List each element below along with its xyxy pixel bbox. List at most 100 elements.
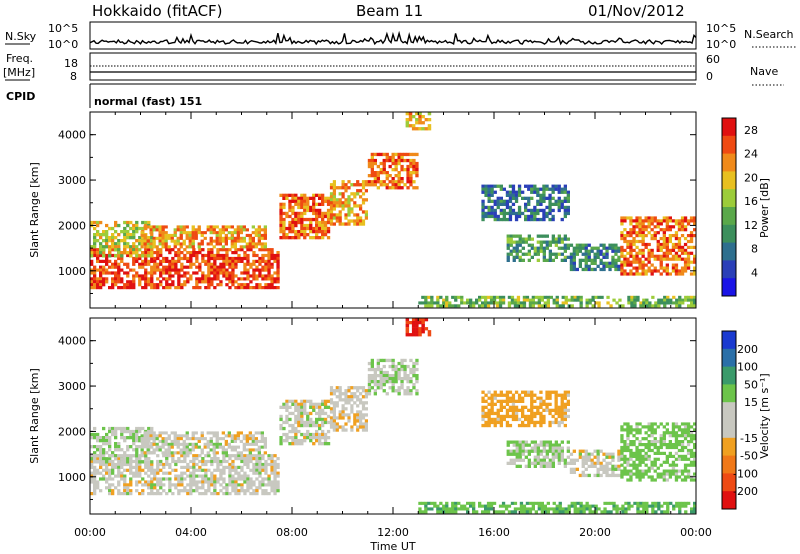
data-cell xyxy=(489,295,494,299)
data-cell xyxy=(180,465,184,469)
data-cell xyxy=(505,217,510,222)
data-cell xyxy=(596,455,600,459)
data-cell xyxy=(312,402,316,406)
data-cell xyxy=(689,239,694,244)
data-cell xyxy=(189,483,193,487)
data-cell xyxy=(129,245,133,249)
data-cell xyxy=(102,462,106,467)
data-cell xyxy=(653,460,657,464)
data-cell xyxy=(138,242,142,246)
data-cell xyxy=(382,364,386,369)
data-cell xyxy=(626,457,630,461)
data-cell xyxy=(338,416,342,420)
data-cell xyxy=(99,233,103,237)
data-cell xyxy=(224,448,228,452)
data-cell xyxy=(659,222,663,226)
data-cell xyxy=(421,127,425,131)
data-cell xyxy=(647,448,651,453)
data-cell xyxy=(539,405,543,409)
data-cell xyxy=(487,205,491,210)
data-cell xyxy=(603,510,607,514)
data-cell xyxy=(671,428,676,432)
data-cell xyxy=(249,265,253,269)
data-cell xyxy=(493,211,497,216)
data-cell xyxy=(144,220,148,225)
data-cell xyxy=(566,393,570,397)
data-cell xyxy=(680,422,685,426)
data-cell xyxy=(641,242,645,247)
data-cell xyxy=(209,442,213,446)
data-cell xyxy=(249,262,253,266)
data-cell xyxy=(347,213,351,217)
data-cell xyxy=(528,507,533,511)
data-cell xyxy=(332,189,336,193)
data-cell xyxy=(156,477,160,481)
data-cell xyxy=(353,422,357,426)
data-cell xyxy=(602,458,606,462)
data-cell xyxy=(677,245,682,249)
data-cell xyxy=(539,420,543,425)
data-cell xyxy=(370,161,374,166)
data-cell xyxy=(397,161,401,166)
data-cell xyxy=(123,251,127,255)
data-cell xyxy=(650,428,654,432)
data-cell xyxy=(493,199,497,203)
data-cell xyxy=(436,507,440,511)
data-cell xyxy=(359,219,363,223)
data-cell xyxy=(138,436,142,440)
data-cell xyxy=(361,401,366,405)
data-cell xyxy=(234,483,238,487)
data-cell xyxy=(557,190,561,194)
data-cell xyxy=(659,451,663,455)
data-cell xyxy=(167,434,171,438)
data-cell xyxy=(620,245,624,249)
data-cell xyxy=(487,211,491,216)
data-cell xyxy=(530,417,534,422)
data-cell xyxy=(93,432,97,437)
data-cell xyxy=(536,246,540,250)
data-cell xyxy=(270,459,274,464)
data-cell xyxy=(674,251,679,255)
data-cell xyxy=(629,269,633,273)
data-cell xyxy=(421,510,425,514)
data-cell xyxy=(264,489,268,493)
data-cell xyxy=(665,457,669,461)
data-cell xyxy=(608,455,612,459)
data-cell xyxy=(662,431,666,435)
data-cell xyxy=(515,452,519,456)
data-cell xyxy=(668,472,672,476)
data-cell xyxy=(563,196,567,200)
data-cell xyxy=(648,301,652,305)
data-cell xyxy=(498,504,503,508)
data-cell xyxy=(554,420,558,425)
data-cell xyxy=(156,480,160,484)
data-cell xyxy=(510,301,515,305)
data-cell xyxy=(552,510,556,514)
data-cell xyxy=(306,399,310,403)
data-cell xyxy=(252,454,256,458)
data-cell xyxy=(668,454,672,458)
data-cell xyxy=(448,301,452,305)
data-cell xyxy=(230,437,234,441)
data-cell xyxy=(674,443,679,447)
data-cell xyxy=(534,501,538,505)
data-cell xyxy=(255,489,259,493)
data-cell xyxy=(557,411,561,416)
data-cell xyxy=(487,420,491,425)
data-cell xyxy=(506,243,510,247)
data-cell xyxy=(326,442,331,446)
data-cell xyxy=(469,298,473,302)
data-cell xyxy=(263,445,267,449)
data-cell xyxy=(222,492,226,496)
data-cell xyxy=(517,184,522,188)
data-cell xyxy=(542,193,546,197)
data-cell xyxy=(176,228,180,232)
data-cell xyxy=(216,468,220,472)
data-cell xyxy=(312,205,316,210)
data-cell xyxy=(258,286,262,290)
data-cell xyxy=(653,428,657,432)
data-cell xyxy=(228,248,232,252)
data-cell xyxy=(524,240,528,244)
data-cell xyxy=(117,457,121,461)
data-cell xyxy=(542,208,546,213)
